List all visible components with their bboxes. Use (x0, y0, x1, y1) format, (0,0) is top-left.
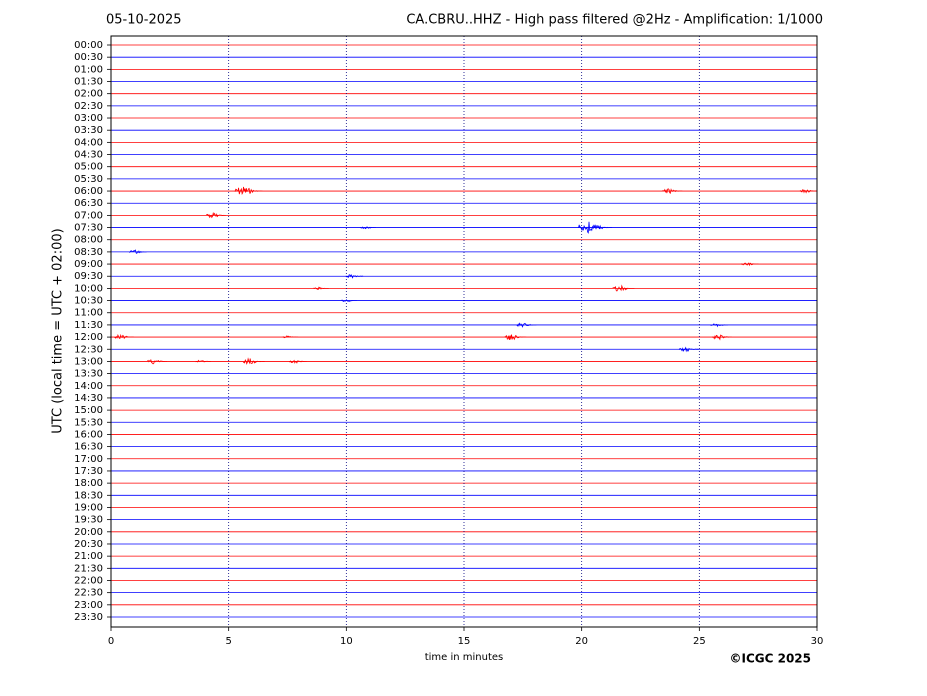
y-tick-label: 00:00 (74, 40, 103, 51)
y-tick-label: 17:00 (74, 454, 103, 465)
y-tick-label: 11:30 (74, 320, 103, 331)
y-tick-label: 18:30 (74, 490, 103, 501)
y-tick-label: 23:00 (74, 600, 103, 611)
y-tick-label: 18:00 (74, 478, 103, 489)
seismic-event (678, 346, 699, 353)
seismic-event (360, 226, 376, 230)
seismic-event (711, 334, 732, 341)
seismic-event (147, 359, 167, 365)
y-tick-label: 02:30 (74, 101, 103, 112)
y-tick-label: 20:30 (74, 539, 103, 550)
seismic-event (341, 299, 357, 302)
y-axis-label: UTC (local time = UTC + 02:00) (51, 228, 66, 433)
seismic-event (195, 359, 211, 363)
y-tick-label: 01:00 (74, 64, 103, 75)
y-tick-label: 11:00 (74, 308, 103, 319)
y-tick-label: 12:00 (74, 332, 103, 343)
y-tick-label: 08:30 (74, 247, 103, 258)
seismic-event (128, 249, 147, 255)
copyright: ©ICGC 2025 (729, 652, 811, 666)
y-tick-label: 07:00 (74, 210, 103, 221)
y-tick-label: 22:30 (74, 588, 103, 599)
y-tick-label: 09:30 (74, 271, 103, 282)
x-tick-label: 0 (108, 636, 114, 647)
y-tick-label: 05:30 (74, 174, 103, 185)
y-tick-label: 06:00 (74, 186, 103, 197)
y-tick-label: 12:30 (74, 344, 103, 355)
seismic-event (740, 262, 759, 267)
x-tick-label: 30 (811, 636, 824, 647)
x-tick-label: 5 (225, 636, 231, 647)
y-tick-label: 06:30 (74, 198, 103, 209)
x-tick-label: 25 (693, 636, 706, 647)
seismic-event (288, 359, 307, 364)
y-tick-label: 15:00 (74, 405, 103, 416)
y-tick-label: 23:30 (74, 612, 103, 623)
seismic-event (282, 335, 299, 339)
y-tick-label: 03:00 (74, 113, 103, 124)
plot-frame (110, 35, 818, 628)
seismic-event (206, 211, 226, 219)
seismic-event (234, 186, 263, 195)
y-tick-label: 04:30 (74, 150, 103, 161)
seismic-event (345, 273, 364, 279)
y-tick-label: 21:00 (74, 551, 103, 562)
y-tick-label: 04:00 (74, 137, 103, 148)
chart-date: 05-10-2025 (106, 13, 182, 28)
y-tick-label: 14:00 (74, 381, 103, 392)
y-tick-label: 09:00 (74, 259, 103, 270)
y-tick-label: 16:30 (74, 442, 103, 453)
seismic-event (313, 286, 329, 290)
y-tick-label: 00:30 (74, 52, 103, 63)
chart-title: CA.CBRU..HHZ - High pass filtered @2Hz -… (406, 13, 823, 28)
y-tick-label: 08:00 (74, 235, 103, 246)
y-tick-label: 10:00 (74, 283, 103, 294)
seismic-event (516, 322, 537, 328)
seismic-event (662, 188, 683, 194)
y-tick-label: 19:00 (74, 502, 103, 513)
y-tick-label: 22:00 (74, 575, 103, 586)
y-tick-label: 19:30 (74, 515, 103, 526)
x-tick-label: 20 (575, 636, 588, 647)
y-tick-label: 20:00 (74, 527, 103, 538)
y-tick-label: 17:30 (74, 466, 103, 477)
seismic-event (612, 284, 635, 292)
y-tick-label: 10:30 (74, 296, 103, 307)
y-tick-label: 14:30 (74, 393, 103, 404)
y-tick-label: 01:30 (74, 77, 103, 88)
seismic-event (114, 333, 134, 340)
seismic-event (504, 334, 527, 341)
y-tick-label: 21:30 (74, 563, 103, 574)
x-axis-label: time in minutes (425, 652, 504, 663)
x-tick-label: 10 (340, 636, 353, 647)
y-tick-label: 16:00 (74, 429, 103, 440)
seismic-event (578, 221, 613, 234)
y-tick-label: 03:30 (74, 125, 103, 136)
seismic-event (799, 189, 818, 194)
y-tick-label: 13:00 (74, 356, 103, 367)
y-tick-label: 15:30 (74, 417, 103, 428)
x-tick-label: 15 (458, 636, 471, 647)
y-tick-label: 05:00 (74, 162, 103, 173)
y-tick-label: 02:00 (74, 89, 103, 100)
seismic-event (243, 357, 265, 365)
y-tick-label: 07:30 (74, 223, 103, 234)
seismic-event (710, 323, 728, 328)
y-tick-label: 13:30 (74, 369, 103, 380)
